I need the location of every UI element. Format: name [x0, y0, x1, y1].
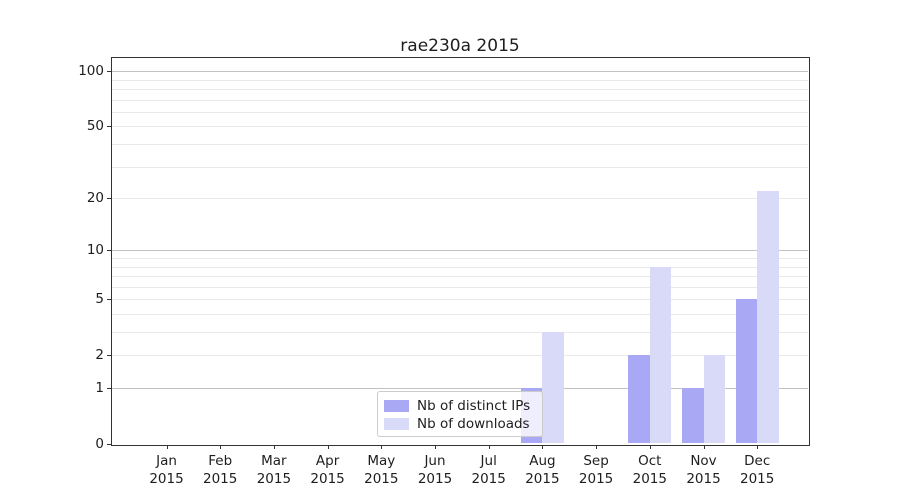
y-tickmark	[107, 71, 111, 73]
bar-downloads	[542, 332, 564, 443]
gridline-minor	[112, 111, 808, 113]
bar-downloads	[757, 190, 779, 443]
gridline-minor	[112, 89, 808, 91]
gridline-minor	[112, 198, 808, 200]
gridline-minor	[112, 313, 808, 315]
x-tickmark	[381, 445, 383, 449]
x-tick-label: Mar 2015	[256, 453, 292, 487]
gridline-minor	[112, 144, 808, 146]
bar-distinct-ips	[735, 299, 758, 443]
x-tick-label: May 2015	[364, 453, 399, 487]
x-tickmark	[166, 445, 168, 449]
gridline-minor	[112, 299, 808, 301]
y-tickmark	[107, 198, 111, 200]
y-tickmark	[107, 250, 111, 252]
y-tickmark	[107, 444, 111, 445]
x-tickmark	[327, 445, 329, 449]
x-tick-label: Jul 2015	[471, 453, 506, 487]
gridline-minor	[112, 355, 808, 357]
x-tickmark	[703, 445, 705, 449]
y-tickmark	[107, 126, 111, 128]
x-tick-label: Apr 2015	[310, 453, 345, 487]
bar-distinct-ips	[682, 388, 704, 443]
gridline-minor	[112, 276, 808, 278]
legend-entry-downloads: Nb of downloads	[384, 415, 535, 433]
bar-downloads	[649, 266, 672, 443]
x-tickmark	[488, 445, 490, 449]
x-tickmark	[757, 445, 759, 449]
gridline-minor	[112, 266, 808, 268]
y-tick-label: 5	[95, 291, 104, 308]
legend-entry-distinct-ips: Nb of distinct IPs	[384, 397, 535, 415]
legend-swatch-downloads	[384, 418, 409, 430]
gridline-major	[112, 250, 808, 252]
y-tick-label: 1	[95, 380, 104, 396]
gridline-major	[112, 388, 808, 389]
y-tick-label: 2	[95, 347, 104, 364]
legend: Nb of distinct IPs Nb of downloads	[377, 391, 543, 437]
y-tick-label: 0	[95, 436, 104, 452]
x-tick-label: Jun 2015	[417, 453, 453, 487]
gridline-minor	[112, 258, 808, 259]
y-tick-label: 50	[86, 118, 104, 135]
chart-title: rae230a 2015	[400, 36, 520, 56]
x-tickmark	[273, 445, 275, 449]
gridline-major	[112, 71, 808, 73]
x-tickmark	[542, 445, 544, 449]
x-tickmark	[220, 445, 222, 449]
x-tick-label: Sep 2015	[578, 453, 614, 487]
y-tick-label: 100	[78, 63, 104, 80]
x-tick-label: Oct 2015	[632, 453, 667, 487]
gridline-minor	[112, 286, 808, 288]
x-tick-label: Aug 2015	[525, 453, 560, 487]
y-tick-label: 20	[86, 190, 104, 207]
bar-distinct-ips	[628, 355, 650, 443]
plot-area	[111, 57, 810, 446]
x-tick-label: Nov 2015	[686, 453, 721, 487]
gridline-minor	[112, 79, 808, 81]
x-tick-label: Dec 2015	[740, 453, 775, 487]
x-tick-label: Jan 2015	[149, 453, 184, 487]
y-tickmark	[107, 388, 111, 389]
gridline-minor	[112, 126, 808, 128]
y-tickmark	[107, 299, 111, 301]
gridline-minor	[112, 332, 808, 334]
bar-downloads	[703, 355, 725, 443]
y-tick-label: 10	[86, 242, 104, 259]
gridline-minor	[112, 166, 808, 168]
x-tickmark	[649, 445, 651, 449]
legend-label-distinct-ips: Nb of distinct IPs	[417, 398, 531, 414]
legend-label-downloads: Nb of downloads	[417, 416, 530, 432]
x-tickmark	[596, 445, 598, 449]
x-tickmark	[435, 445, 436, 449]
gridline-minor	[112, 99, 808, 101]
legend-swatch-distinct-ips	[384, 400, 409, 412]
y-tickmark	[107, 355, 111, 357]
x-tick-label: Feb 2015	[203, 453, 238, 487]
